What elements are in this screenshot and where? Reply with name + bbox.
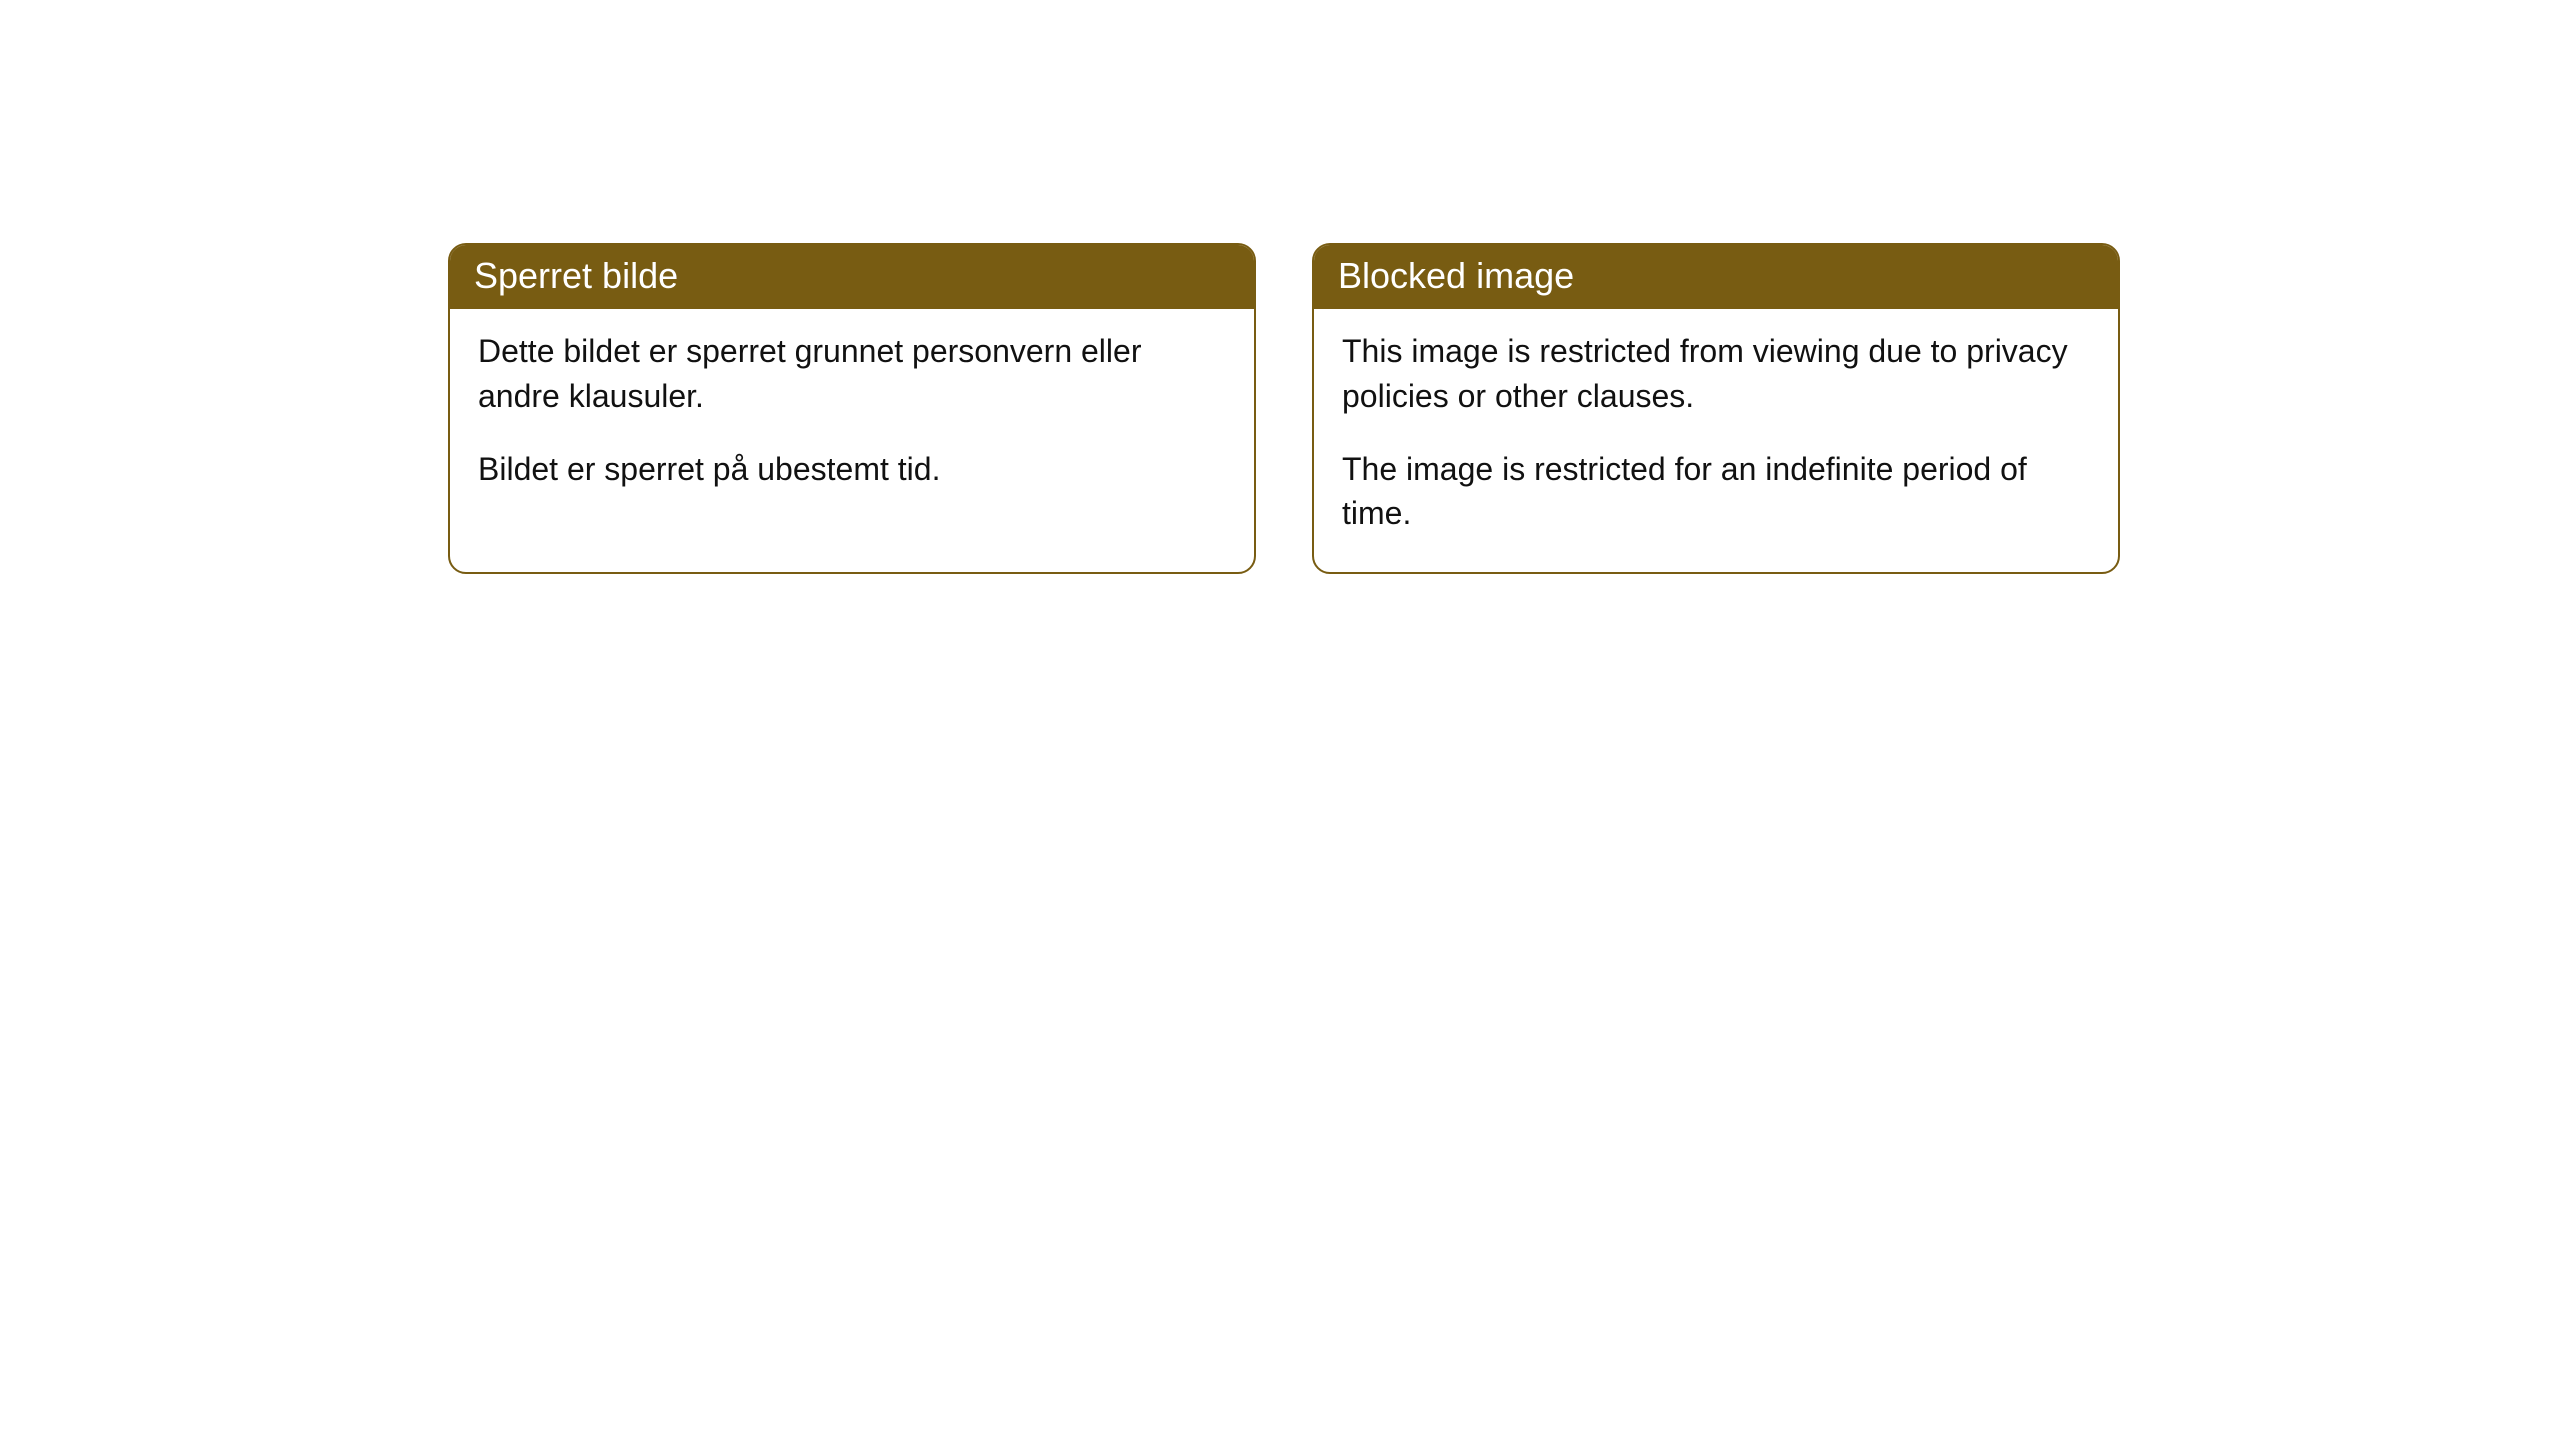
card-paragraph: This image is restricted from viewing du… <box>1342 329 2090 419</box>
card-paragraph: Bildet er sperret på ubestemt tid. <box>478 447 1226 492</box>
card-paragraph: The image is restricted for an indefinit… <box>1342 447 2090 537</box>
card-body: Dette bildet er sperret grunnet personve… <box>450 309 1254 527</box>
card-header: Blocked image <box>1314 245 2118 309</box>
card-paragraph: Dette bildet er sperret grunnet personve… <box>478 329 1226 419</box>
card-title: Sperret bilde <box>474 255 678 296</box>
notice-card-norwegian: Sperret bilde Dette bildet er sperret gr… <box>448 243 1256 574</box>
notice-card-english: Blocked image This image is restricted f… <box>1312 243 2120 574</box>
notice-cards-container: Sperret bilde Dette bildet er sperret gr… <box>448 243 2120 574</box>
card-header: Sperret bilde <box>450 245 1254 309</box>
card-body: This image is restricted from viewing du… <box>1314 309 2118 572</box>
card-title: Blocked image <box>1338 255 1574 296</box>
